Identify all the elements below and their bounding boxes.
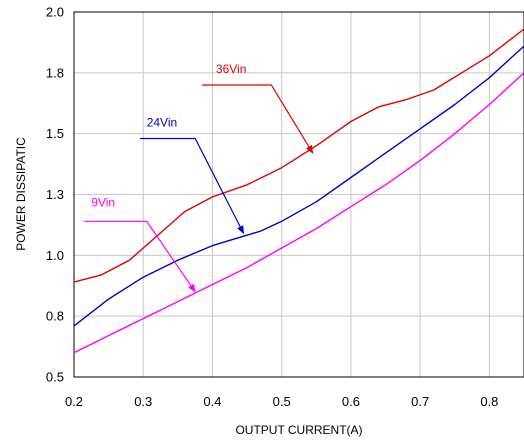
series-line-9vin (73, 72, 524, 354)
plot-area (73, 11, 524, 378)
x-tick-label: 0.3 (134, 394, 152, 409)
x-axis-label: OUTPUT CURRENT(A) (235, 423, 362, 437)
y-tick-label: 0.8 (46, 309, 64, 324)
series-line-24vin (73, 45, 524, 327)
y-tick-label: 1.8 (46, 65, 64, 80)
grid (74, 12, 524, 377)
x-tick-label: 0.7 (411, 394, 429, 409)
x-tick-label: 0.5 (273, 394, 291, 409)
y-axis-label: POWER DISSIPATIC (14, 137, 28, 251)
x-axis-ticks: 0.2 0.3 0.4 0.5 0.6 0.7 0.8 (65, 394, 498, 409)
annotation-label-36vin: 36Vin (216, 62, 246, 76)
annotation-label-9vin: 9Vin (91, 196, 115, 210)
y-tick-label: 1.0 (46, 248, 64, 263)
annotation-arrow-9vin (84, 220, 196, 293)
y-tick-label: 1.5 (46, 126, 64, 141)
x-tick-label: 0.2 (65, 394, 83, 409)
annotation-label-24vin: 24Vin (147, 115, 177, 129)
x-tick-label: 0.8 (480, 394, 498, 409)
y-tick-label: 0.5 (46, 370, 64, 385)
series-line-36vin (73, 28, 524, 283)
y-tick-label: 1.3 (46, 187, 64, 202)
y-tick-label: 2.0 (46, 5, 64, 20)
x-tick-label: 0.4 (203, 394, 221, 409)
x-tick-label: 0.6 (342, 394, 360, 409)
annotation-arrow-36vin (202, 84, 314, 154)
series-layer (73, 28, 524, 354)
annotation-layer: 36Vin 24Vin 9Vin (84, 62, 314, 293)
annotation-arrow-24vin (139, 137, 245, 235)
y-axis-ticks: 0.5 0.8 1.0 1.3 1.5 1.8 2.0 (46, 5, 64, 385)
